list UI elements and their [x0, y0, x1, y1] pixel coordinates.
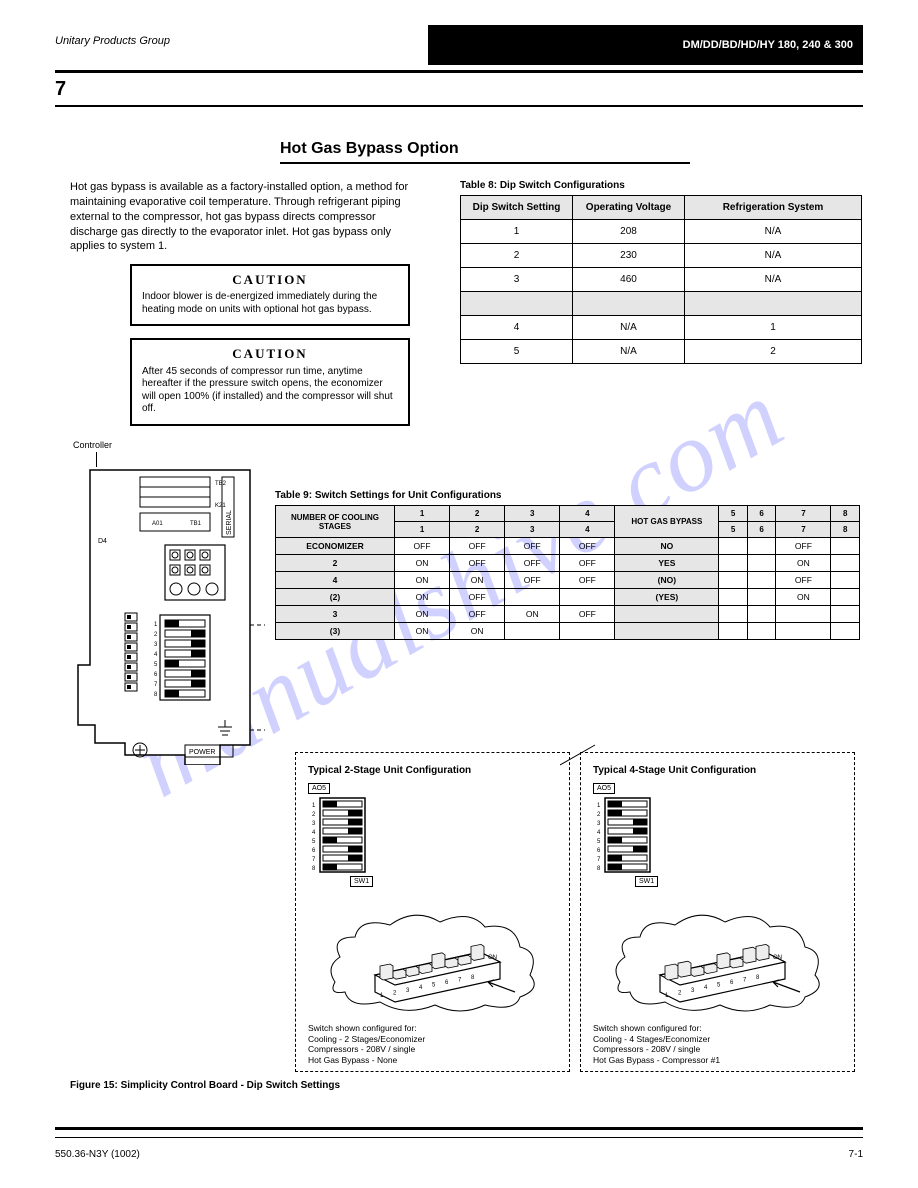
- header-rule-thick: [55, 70, 863, 73]
- controller-board-figure: SERIAL TB2 A01 TB1 K21 D4: [70, 465, 265, 765]
- t8-col-2: Refrigeration System: [685, 196, 862, 220]
- svg-text:4: 4: [597, 830, 601, 836]
- footer-page-number: 7-1: [849, 1149, 863, 1160]
- section-number: 7: [55, 78, 66, 101]
- table-row: 2230N/A: [461, 244, 862, 268]
- svg-text:1: 1: [597, 803, 601, 809]
- svg-text:5: 5: [597, 839, 601, 845]
- svg-text:3: 3: [312, 821, 316, 827]
- svg-text:ON: ON: [488, 955, 497, 961]
- t9-h-hgbp: HOT GAS BYPASS: [615, 506, 719, 538]
- caution-1-title: CAUTION: [142, 272, 398, 288]
- left-column: Hot gas bypass is available as a factory…: [70, 180, 425, 438]
- section-title: Hot Gas Bypass Option: [280, 140, 459, 158]
- svg-text:SERIAL: SERIAL: [226, 510, 233, 535]
- svg-text:TB1: TB1: [190, 521, 202, 527]
- svg-text:6: 6: [312, 848, 316, 854]
- svg-text:5: 5: [312, 839, 316, 845]
- svg-text:1: 1: [312, 803, 316, 809]
- table-9-grid: NUMBER OF COOLING STAGES 12 34 HOT GAS B…: [275, 505, 860, 640]
- svg-text:POWER: POWER: [189, 749, 215, 756]
- table-8-grid: Dip Switch Setting Operating Voltage Ref…: [460, 195, 862, 364]
- caution-1-body: Indoor blower is de-energized immediatel…: [142, 291, 398, 316]
- svg-text:6: 6: [597, 848, 601, 854]
- section-title-underline: [280, 162, 690, 164]
- cfg2-note: Switch shown configured for: Cooling - 4…: [593, 1023, 842, 1066]
- cfg2-dip-mini: AO5 1 2 3 4 5 6 7 8 SW1: [593, 782, 663, 887]
- t8-col-0: Dip Switch Setting: [461, 196, 573, 220]
- header-brand: Unitary Products Group: [55, 35, 170, 47]
- table-row: 5N/A2: [461, 340, 862, 364]
- table-row: 1208N/A: [461, 220, 862, 244]
- cfg1-title: Typical 2-Stage Unit Configuration: [308, 765, 557, 776]
- svg-text:2: 2: [312, 812, 316, 818]
- caution-box-2: CAUTION After 45 seconds of compressor r…: [130, 338, 410, 425]
- page: manualshive.com Unitary Products Group D…: [0, 0, 918, 1188]
- svg-text:3: 3: [597, 821, 601, 827]
- header-model-bar: DM/DD/BD/HD/HY 180, 240 & 300: [428, 25, 863, 65]
- svg-text:K21: K21: [215, 503, 226, 509]
- table-row: 4N/A1: [461, 316, 862, 340]
- figure-15-caption: Figure 15: Simplicity Control Board - Di…: [70, 1080, 340, 1091]
- table-8-title: Table 8: Dip Switch Configurations: [460, 180, 862, 191]
- t9-h-stages: NUMBER OF COOLING STAGES: [276, 506, 395, 538]
- cfg2-title: Typical 4-Stage Unit Configuration: [593, 765, 842, 776]
- svg-text:7: 7: [312, 857, 316, 863]
- cfg1-note: Switch shown configured for: Cooling - 2…: [308, 1023, 557, 1066]
- leader-to-cfg2: [560, 740, 600, 770]
- svg-text:8: 8: [312, 866, 316, 872]
- table-8: Table 8: Dip Switch Configurations Dip S…: [460, 180, 862, 364]
- table-row: 3460N/A: [461, 268, 862, 292]
- caution-2-body: After 45 seconds of compressor run time,…: [142, 366, 398, 416]
- caution-2-title: CAUTION: [142, 346, 398, 362]
- svg-text:7: 7: [597, 857, 601, 863]
- footer-rule-thin: [55, 1137, 863, 1138]
- cfg1-sw1-label: SW1: [350, 876, 373, 887]
- svg-text:4: 4: [312, 830, 316, 836]
- svg-text:ON: ON: [773, 955, 782, 961]
- cfg2-dip-3d: 12345678ON: [605, 897, 830, 1017]
- cfg1-dip-3d: 12345678ON: [320, 897, 545, 1017]
- table-9-title: Table 9: Switch Settings for Unit Config…: [275, 490, 860, 501]
- controller-callout-label: Controller: [73, 440, 112, 450]
- cfg2-ao-label: AO5: [593, 783, 615, 794]
- caution-box-1: CAUTION Indoor blower is de-energized im…: [130, 264, 410, 326]
- intro-paragraph: Hot gas bypass is available as a factory…: [70, 180, 425, 254]
- svg-text:8: 8: [597, 866, 601, 872]
- header-rule-thin: [55, 105, 863, 107]
- cfg2-sw1-label: SW1: [635, 876, 658, 887]
- svg-text:A01: A01: [152, 521, 163, 527]
- config-box-4stage: Typical 4-Stage Unit Configuration AO5 1…: [580, 752, 855, 1072]
- table-9: Table 9: Switch Settings for Unit Config…: [275, 490, 860, 640]
- footer-doc-number: 550.36-N3Y (1002): [55, 1149, 140, 1160]
- t8-col-1: Operating Voltage: [573, 196, 685, 220]
- footer-rule-thick: [55, 1127, 863, 1130]
- cfg1-dip-mini: AO5 1 2 3 4 5 6 7 8 SW1: [308, 782, 378, 887]
- svg-text:D4: D4: [98, 538, 107, 545]
- cfg1-ao-label: AO5: [308, 783, 330, 794]
- config-box-2stage: Typical 2-Stage Unit Configuration AO5 1…: [295, 752, 570, 1072]
- svg-text:TB2: TB2: [215, 481, 227, 487]
- table-row-spacer: [461, 292, 862, 316]
- svg-text:2: 2: [597, 812, 601, 818]
